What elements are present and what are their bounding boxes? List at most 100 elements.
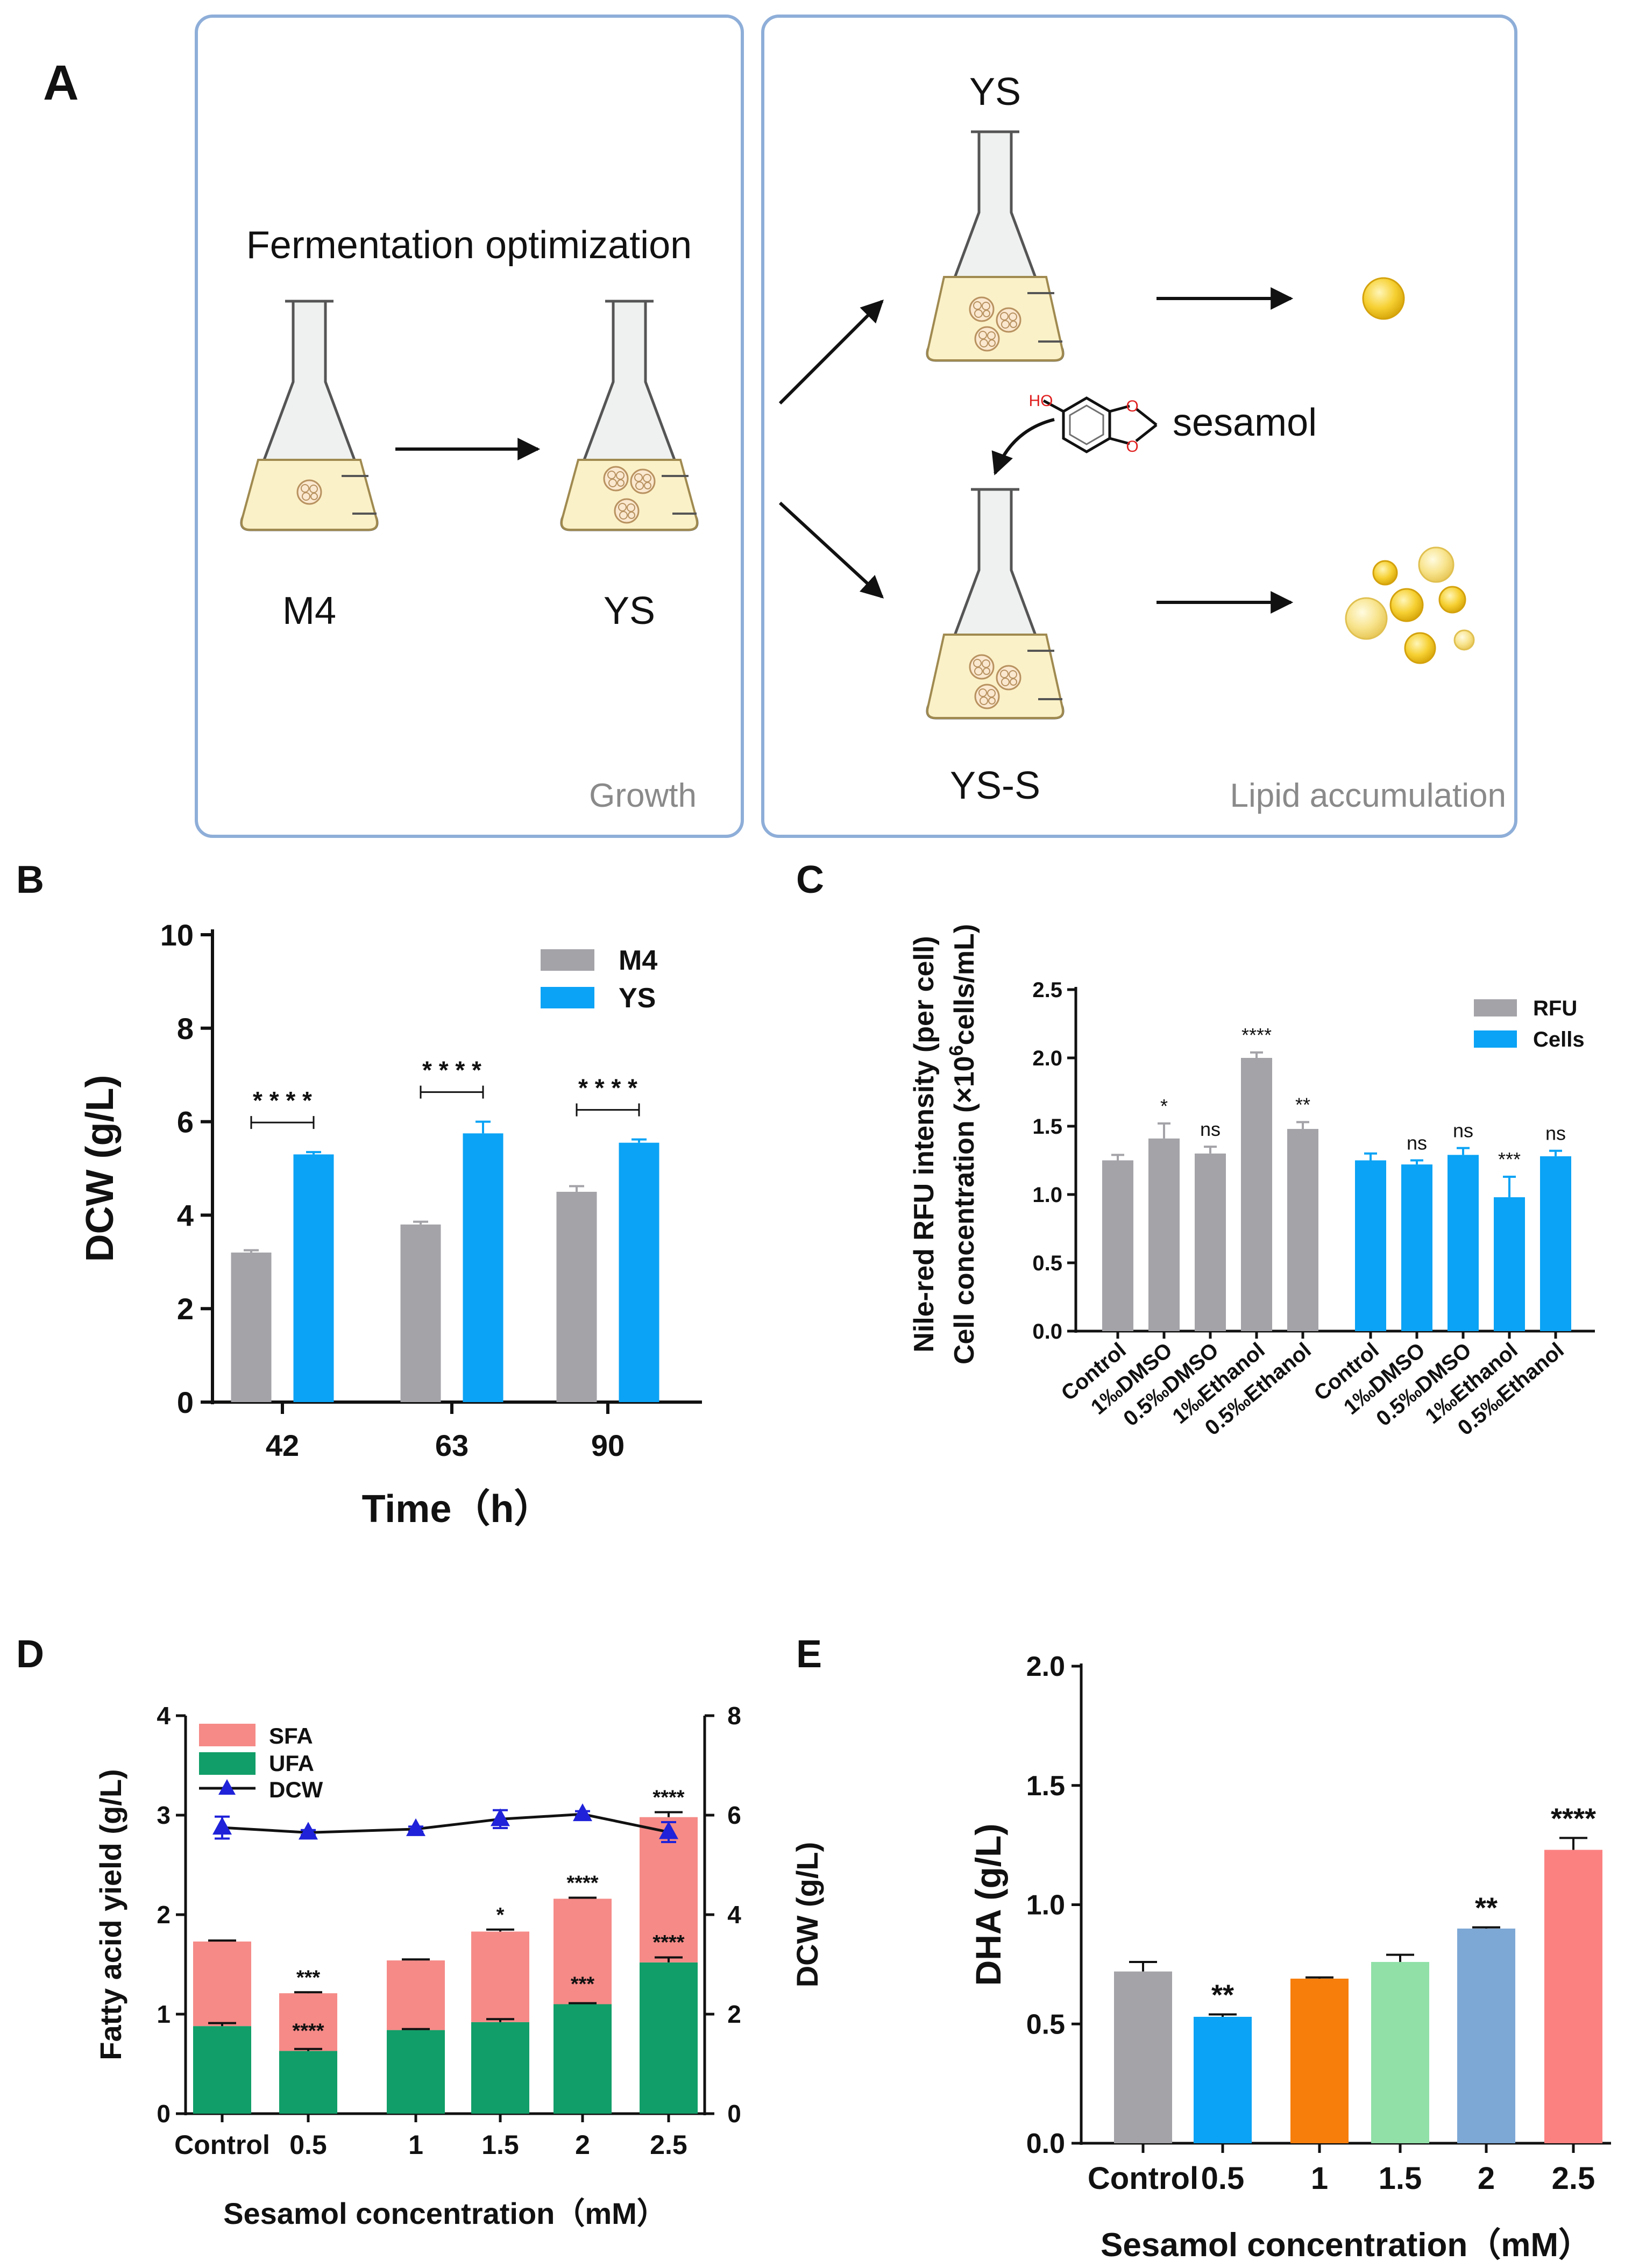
y-axis-title-c-line1: Nile-red RFU intensity (per cell) [909, 936, 940, 1352]
x-tick-label-e: 1 [1311, 2161, 1328, 2196]
bar-d-ufa [554, 2004, 612, 2114]
y-axis-title-left-d: Fatty acid yield (g/L) [94, 1769, 127, 2060]
bar-b-m4 [400, 1224, 441, 1402]
legend-marker-d-dcw [218, 1779, 236, 1795]
y-tick-label-b: 4 [177, 1198, 194, 1232]
bar-c-cells [1401, 1164, 1432, 1331]
error-bar-d-ufa [569, 2002, 597, 2004]
y-tick-label-right-d: 4 [727, 1901, 741, 1929]
y-tick-label-c: 0.0 [1032, 1320, 1062, 1343]
error-bar-c [1158, 1122, 1170, 1139]
bar-c-cells [1540, 1156, 1571, 1331]
sesamol-molecule-icon [1042, 396, 1158, 453]
marker-d-dcw [491, 1808, 510, 1826]
sig-label-e: **** [1551, 1802, 1596, 1835]
x-tick-label-d: 2 [575, 2130, 590, 2160]
lipid-box [761, 15, 1517, 838]
marker-d-dcw [212, 1817, 232, 1835]
x-tick-label-d: 2.5 [650, 2130, 687, 2160]
x-tick-label-e: 2.5 [1552, 2161, 1595, 2196]
bar-c-rfu [1102, 1160, 1133, 1331]
y-tick-label-right-d: 0 [727, 2100, 741, 2128]
flask-ys-icon [560, 300, 699, 531]
sig-label-d-ufa: **** [292, 2020, 324, 2042]
bar-d-ufa [471, 2022, 529, 2114]
y-axis-title-c-line2: Cell concentration (×106cells/mL) [945, 924, 980, 1364]
legend-swatch-d-ufa [199, 1752, 256, 1775]
line-d-dcw [222, 1812, 669, 1834]
x-tick-label-e: 2 [1478, 2161, 1495, 2196]
error-bar-e [1129, 1960, 1157, 1972]
x-tick-label-e: 1.5 [1379, 2161, 1422, 2196]
y-axis-title-b: DCW (g/L) [79, 1075, 122, 1262]
bar-c-rfu [1148, 1138, 1180, 1331]
y-tick-label-right-d: 6 [727, 1801, 741, 1829]
y-tick-label-b: 2 [177, 1292, 194, 1326]
panel-letter-e: E [796, 1633, 822, 1676]
y-tick-label-left-d: 1 [157, 2000, 171, 2028]
error-bar-d-ufa [208, 2022, 236, 2027]
error-bar-c [1410, 1159, 1423, 1165]
y-tick-label-b: 6 [177, 1105, 194, 1139]
bar-d-sfa [387, 1960, 445, 2030]
legend-label-d-ufa: UFA [269, 1751, 314, 1776]
y-tick-label-left-d: 3 [157, 1801, 171, 1829]
y-axis-title-c-line2-prefix: Cell concentration (×10 [949, 1056, 980, 1364]
label-ys: YS [604, 589, 655, 632]
bar-e [1290, 1978, 1349, 2143]
y-tick-label-e: 2.0 [1026, 1651, 1065, 1682]
y-tick-label-e: 1.0 [1026, 1890, 1065, 1921]
bar-d-sfa [471, 1931, 529, 2022]
y-tick-label-b: 0 [177, 1385, 194, 1419]
sig-label-e: ** [1211, 1979, 1234, 2011]
sig-label-c: ns [1200, 1118, 1221, 1140]
sig-label-d-sfa: **** [566, 1872, 598, 1895]
legend-swatch-b-m4 [541, 949, 594, 971]
error-bar-c [1296, 1121, 1309, 1129]
sig-label-d-ufa: **** [652, 1931, 684, 1954]
flask-m4-icon [240, 300, 379, 531]
marker-d-dcw [573, 1803, 592, 1822]
chart-e-dha: 0.0 0.5 1.0 1.5 2.0 DHA (g/L) Control ** 0.5 1 1.5… [968, 1651, 1611, 2264]
sig-label-b: * * * * [578, 1074, 637, 1102]
bar-c-cells [1494, 1197, 1525, 1331]
bar-d-sfa [554, 1899, 612, 2004]
sig-label-c: ns [1407, 1132, 1427, 1154]
bar-e [1194, 2016, 1252, 2143]
sesamol-o1-label: O [1126, 397, 1138, 415]
bar-e [1457, 1928, 1515, 2143]
sig-label-b: * * * * [422, 1056, 481, 1084]
arrow-to-yss [778, 501, 884, 599]
bar-b-ys [293, 1154, 334, 1402]
legend-label-b-m4: M4 [619, 945, 657, 976]
bar-b-m4 [231, 1252, 272, 1402]
sig-label-c: ** [1295, 1093, 1310, 1115]
error-bar-d-sfa [402, 1958, 430, 1961]
y-tick-label-c: 2.5 [1032, 978, 1062, 1002]
error-bar-c [1204, 1146, 1217, 1154]
legend-swatch-b-ys [541, 987, 594, 1008]
error-bar-c [1364, 1152, 1377, 1161]
bar-c-rfu [1195, 1153, 1226, 1331]
error-bar-d-ufa [655, 1956, 683, 1963]
bar-d-ufa [193, 2026, 251, 2114]
sesamol-oh-label: HO [1029, 392, 1053, 410]
y-tick-label-right-d: 2 [727, 2000, 741, 2028]
y-tick-label-c: 0.5 [1032, 1252, 1062, 1275]
error-bar-e [1472, 1926, 1500, 1929]
y-axis-title-c-line2-suffix: cells/mL) [949, 924, 980, 1045]
bar-b-m4 [556, 1191, 597, 1402]
sesamol-curved-arrow [991, 418, 1055, 475]
lipid-caption: Lipid accumulation [1230, 777, 1506, 814]
bar-e [1371, 1961, 1429, 2143]
bar-d-ufa [279, 2051, 337, 2114]
sig-label-c: * [1160, 1095, 1168, 1117]
bar-d-ufa [387, 2030, 445, 2114]
legend-label-c-cells: Cells [1533, 1028, 1585, 1051]
error-bar-d-ufa [486, 2018, 514, 2022]
legend-label-b-ys: YS [619, 983, 656, 1014]
sig-label-c: ns [1453, 1120, 1473, 1142]
y-tick-label-c: 1.0 [1032, 1183, 1062, 1207]
y-tick-label-c: 2.0 [1032, 1047, 1062, 1070]
sig-label-d-ufa: *** [571, 1973, 595, 1996]
